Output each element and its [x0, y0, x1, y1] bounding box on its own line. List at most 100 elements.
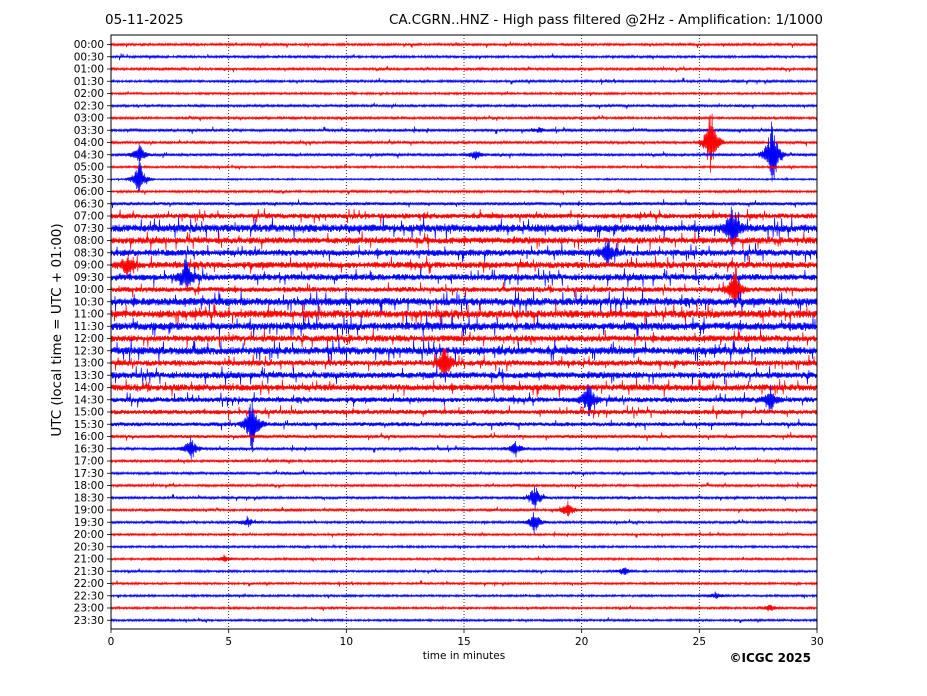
- date-label: 05-11-2025: [105, 12, 184, 28]
- trace-0130: [110, 77, 818, 85]
- trace-2000: [110, 531, 818, 538]
- y-tick-label: 05:00: [74, 162, 104, 174]
- trace-0230: [110, 102, 818, 110]
- trace-0500: [110, 163, 818, 170]
- trace-0930: [110, 259, 818, 288]
- y-tick-label: 17:00: [74, 456, 104, 468]
- trace-1730: [110, 469, 818, 477]
- trace-1330: [110, 365, 818, 386]
- trace-0400: [110, 113, 818, 173]
- y-tick-label: 13:00: [74, 358, 104, 370]
- trace-0100: [110, 65, 818, 73]
- x-tick-label: 15: [457, 636, 470, 648]
- trace-1800: [110, 481, 818, 489]
- x-axis-label: time in minutes: [422, 650, 506, 662]
- trace-1630: [110, 437, 818, 460]
- y-tick-label: 07:30: [74, 223, 104, 235]
- y-tick-label: 13:30: [74, 370, 104, 382]
- trace-0800: [110, 230, 818, 251]
- trace-0000: [110, 41, 818, 49]
- trace-2330: [110, 617, 818, 624]
- y-tick-label: 03:00: [74, 113, 104, 125]
- y-tick-label: 02:30: [74, 100, 104, 112]
- trace-1500: [110, 405, 818, 420]
- x-tick-label: 20: [575, 636, 588, 648]
- trace-1600: [110, 431, 818, 442]
- y-tick-label: 08:30: [74, 247, 104, 259]
- y-tick-label: 12:00: [74, 333, 104, 345]
- y-tick-label: 11:00: [74, 309, 104, 321]
- y-tick-label: 19:30: [74, 517, 104, 529]
- y-tick-label: 12:30: [74, 345, 104, 357]
- trace-1230: [110, 339, 818, 363]
- y-tick-label: 16:00: [74, 431, 104, 443]
- y-tick-label: 14:30: [74, 394, 104, 406]
- trace-1930: [110, 512, 818, 534]
- y-tick-label: 01:30: [74, 76, 104, 88]
- y-tick-label: 15:30: [74, 419, 104, 431]
- trace-2200: [110, 580, 818, 587]
- trace-0030: [110, 53, 818, 61]
- y-tick-label: 05:30: [74, 174, 104, 186]
- trace-0630: [110, 199, 818, 209]
- y-tick-label: 02:00: [74, 88, 104, 100]
- copyright-label: ©ICGC 2025: [729, 651, 811, 665]
- trace-2030: [110, 543, 818, 550]
- trace-0300: [110, 114, 818, 122]
- trace-1830: [110, 486, 818, 510]
- y-tick-label: 15:00: [74, 407, 104, 419]
- trace-1900: [110, 500, 818, 517]
- trace-0430: [110, 121, 818, 182]
- x-tick-label: 30: [810, 636, 823, 648]
- y-tick-label: 14:00: [74, 382, 104, 394]
- y-tick-label: 09:30: [74, 272, 104, 284]
- y-tick-label: 20:30: [74, 541, 104, 553]
- trace-0200: [110, 90, 818, 97]
- y-tick-label: 00:00: [74, 39, 104, 51]
- trace-1100: [110, 302, 818, 326]
- trace-1430: [110, 384, 818, 417]
- y-tick-label: 17:30: [74, 468, 104, 480]
- y-tick-label: 20:00: [74, 529, 104, 541]
- trace-0730: [110, 206, 818, 247]
- x-tick-label: 0: [108, 636, 115, 648]
- x-tick-label: 10: [340, 636, 353, 648]
- y-tick-label: 10:00: [74, 284, 104, 296]
- y-tick-label: 22:00: [74, 578, 104, 590]
- y-tick-label: 16:30: [74, 443, 104, 455]
- trace-0600: [110, 188, 818, 195]
- y-tick-label: 03:30: [74, 125, 104, 137]
- trace-1400: [110, 377, 818, 398]
- chart-title: CA.CGRN..HNZ - High pass filtered @2Hz -…: [388, 12, 823, 28]
- y-tick-label: 19:00: [74, 505, 104, 517]
- y-tick-label: 23:00: [74, 603, 104, 615]
- y-tick-label: 08:00: [74, 235, 104, 247]
- y-tick-label: 04:00: [74, 137, 104, 149]
- trace-1530: [110, 397, 818, 453]
- y-tick-label: 00:30: [74, 51, 104, 63]
- trace-1130: [110, 314, 818, 338]
- trace-0700: [110, 208, 818, 224]
- trace-0830: [110, 239, 818, 267]
- y-tick-label: 21:30: [74, 566, 104, 578]
- x-tick-label: 5: [225, 636, 232, 648]
- y-tick-label: 09:00: [74, 260, 104, 272]
- trace-1200: [110, 328, 818, 348]
- y-tick-label: 10:30: [74, 296, 104, 308]
- trace-0530: [110, 157, 818, 193]
- y-tick-label: 04:30: [74, 149, 104, 161]
- y-tick-label: 18:00: [74, 480, 104, 492]
- trace-2100: [110, 554, 818, 562]
- y-tick-label: 18:30: [74, 492, 104, 504]
- y-tick-label: 06:00: [74, 186, 104, 198]
- x-tick-label: 25: [693, 636, 706, 648]
- y-tick-label: 06:30: [74, 198, 104, 210]
- trace-0330: [110, 126, 818, 135]
- trace-1000: [110, 266, 818, 308]
- y-tick-label: 22:30: [74, 590, 104, 602]
- trace-0900: [110, 254, 818, 277]
- y-tick-label: 11:30: [74, 321, 104, 333]
- trace-1030: [110, 290, 818, 314]
- trace-2300: [110, 604, 818, 612]
